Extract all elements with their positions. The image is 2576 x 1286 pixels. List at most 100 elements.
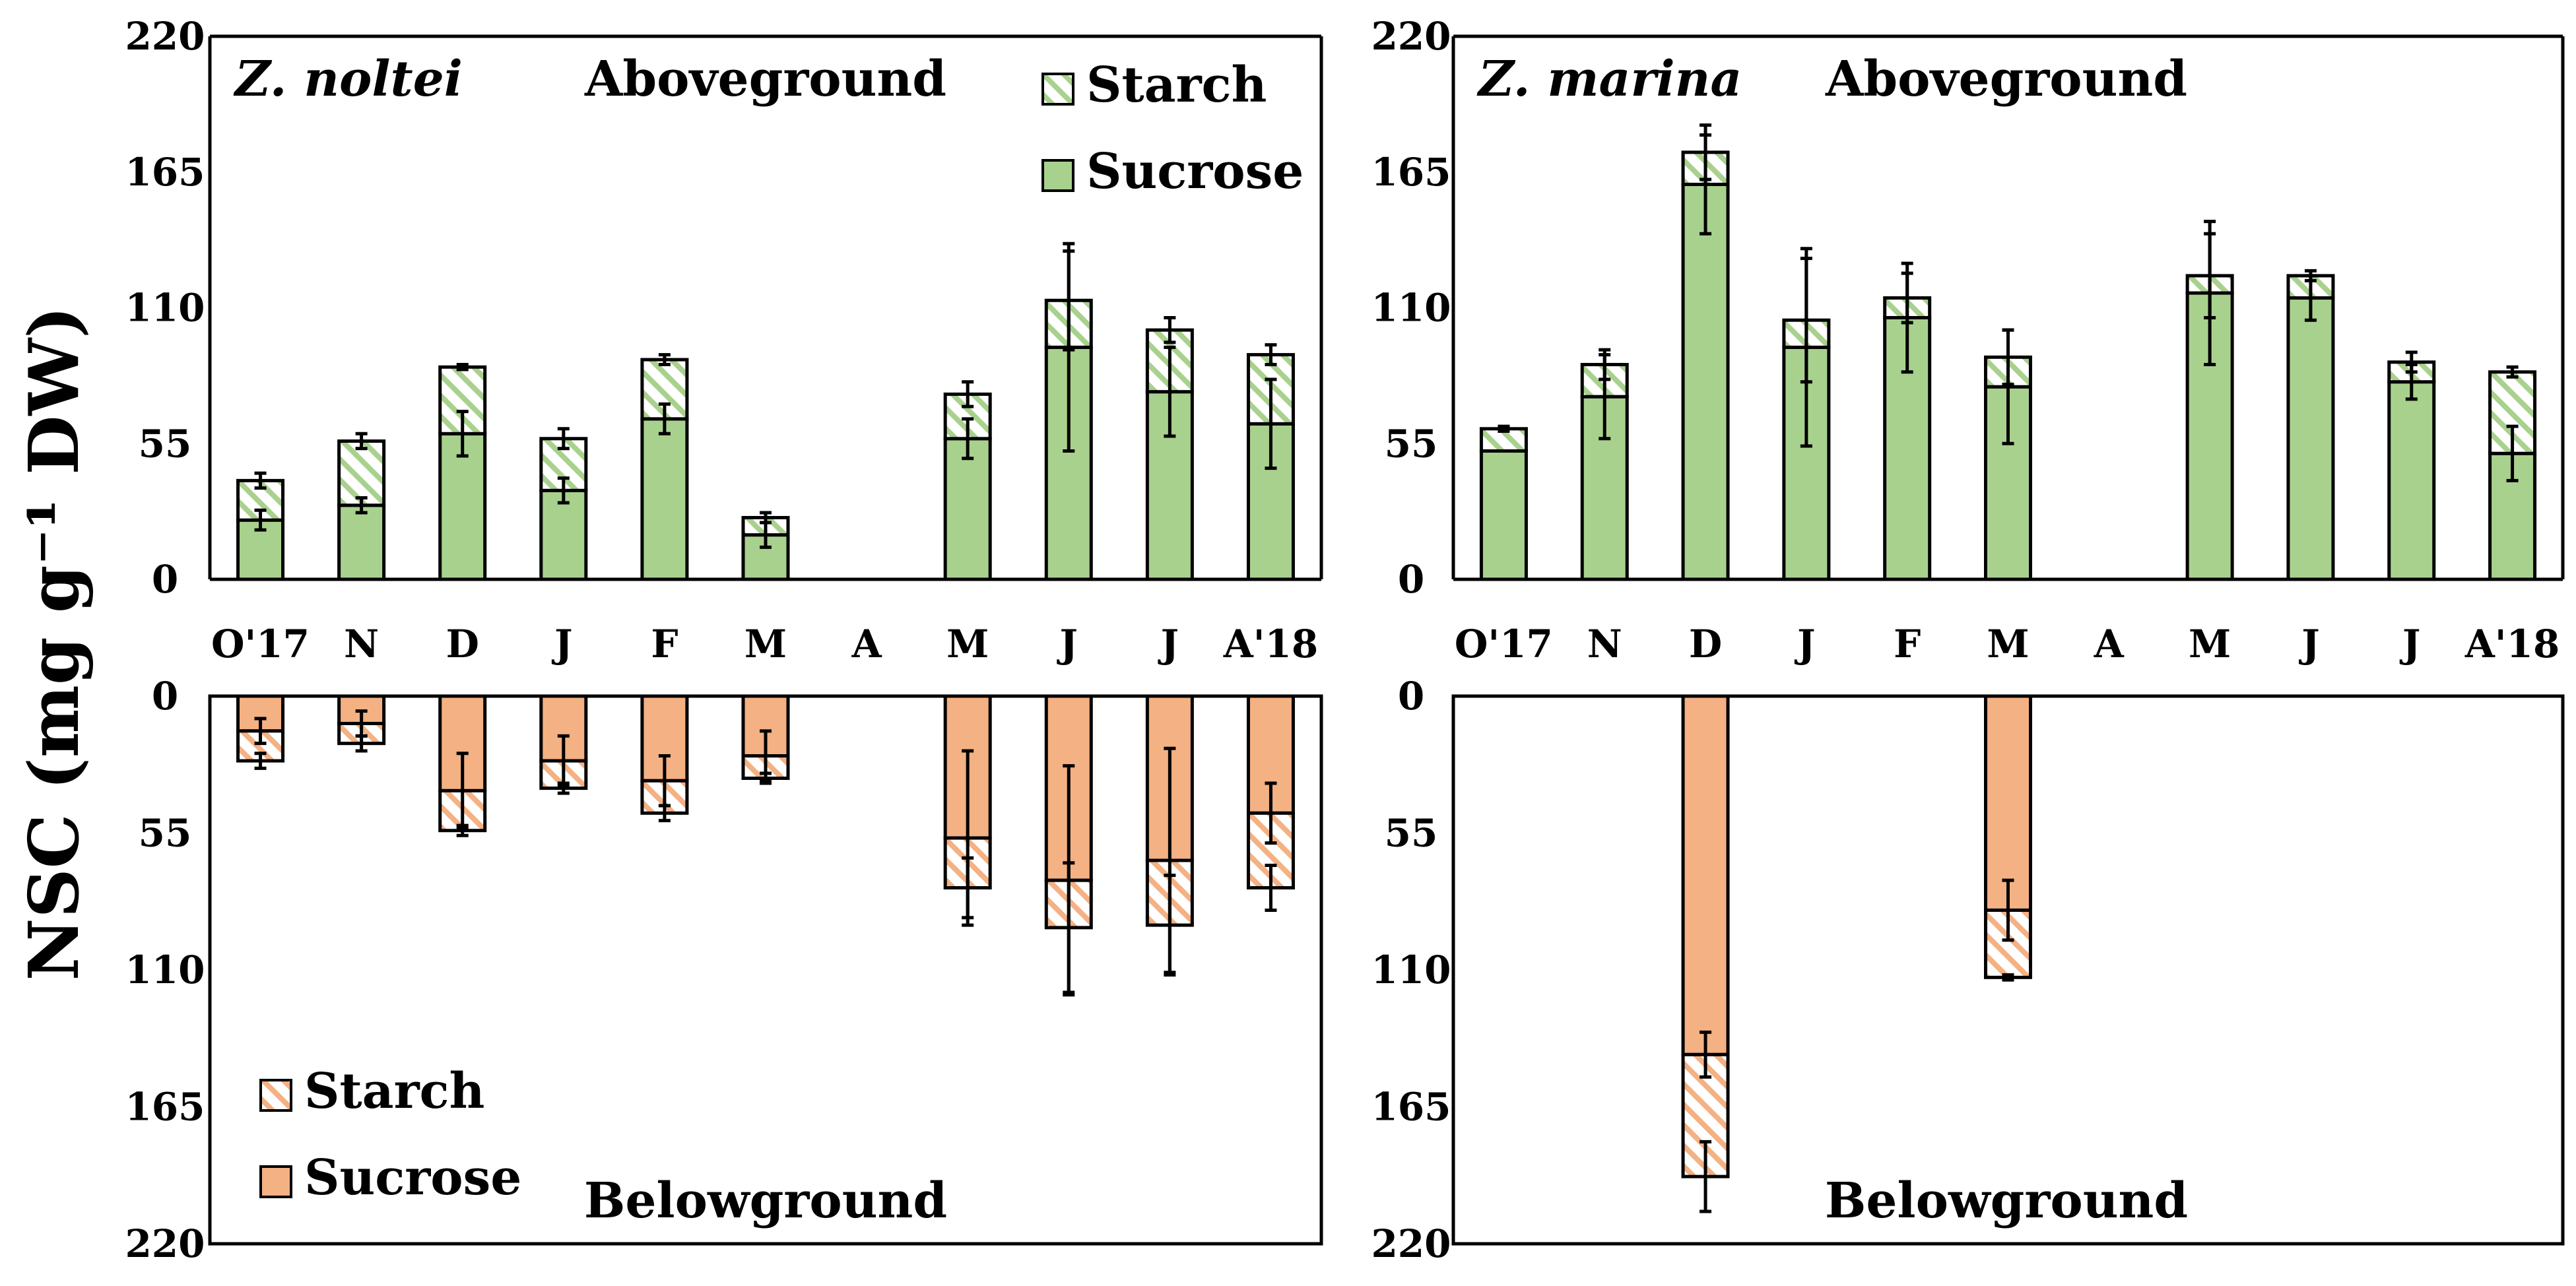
error-bar-starch xyxy=(2204,232,2216,319)
bar-sucrose xyxy=(1984,694,2032,912)
x-tick-label: F xyxy=(1894,622,1921,666)
bar-sucrose xyxy=(337,503,386,581)
error-bar-starch xyxy=(658,353,671,367)
x-tick-label: M xyxy=(744,622,787,666)
error-bar-sucrose xyxy=(2002,878,2014,942)
species-label: Z. marina xyxy=(1476,51,1742,108)
legend-below-sucrose-swatch xyxy=(259,1165,292,1198)
bar-sucrose xyxy=(1782,345,1831,581)
error-bar-starch xyxy=(2002,328,2014,386)
error-bar-starch xyxy=(962,380,974,408)
panels: 0 55 110 165 220 Z. noltei Aboveground 0 55 110 16… xyxy=(125,14,2565,1266)
y-tick-label: 165 xyxy=(125,150,205,195)
bar-group-F xyxy=(640,353,689,581)
panel-title: Aboveground xyxy=(1825,51,2187,108)
legend-above-sucrose: Sucrose xyxy=(1041,143,1304,200)
bar-group-D xyxy=(1681,123,1730,581)
x-tick-label: A xyxy=(2094,622,2125,666)
panel-title: Belowground xyxy=(1825,1173,2188,1229)
bar-group-N xyxy=(337,694,386,753)
month-axis-labels: O'17 N D J F M A M J J A'18 O'17 N D J F M A M J J A'18 xyxy=(211,622,2559,666)
bar-group-J xyxy=(2286,269,2335,581)
legends: Starch Sucrose Starch Sucrose xyxy=(259,57,1304,1206)
y-tick-label: 55 xyxy=(139,811,192,856)
x-tick-label: J xyxy=(2399,622,2420,666)
panel-title: Aboveground xyxy=(584,51,946,108)
error-bar-sucrose xyxy=(658,402,671,435)
x-tick-label: O'17 xyxy=(1455,622,1553,666)
error-bar-starch xyxy=(1599,348,1611,381)
bar-sucrose xyxy=(1479,449,1528,581)
y-tick-label: 0 xyxy=(1398,674,1424,719)
error-bar-starch xyxy=(1063,861,1075,994)
legend-above-starch: Starch xyxy=(1041,57,1267,113)
error-bar-starch xyxy=(1265,343,1277,367)
error-bar-starch xyxy=(557,427,570,451)
bar-group-M xyxy=(1984,328,2032,581)
bar-group-J xyxy=(1782,247,1831,581)
bar-group-A'18 xyxy=(1246,694,1295,912)
panel-top-left: 0 55 110 165 220 Z. noltei Aboveground xyxy=(125,14,1323,602)
x-tick-label: N xyxy=(1587,622,1622,666)
bar-group-N xyxy=(1580,348,1629,581)
bar-group-M xyxy=(2185,220,2234,581)
legend-below-starch-swatch xyxy=(259,1079,292,1112)
error-bar-starch xyxy=(2405,350,2418,374)
bar-group-F xyxy=(640,694,689,823)
error-bar-sucrose xyxy=(254,717,267,746)
x-tick-label: J xyxy=(2298,622,2319,666)
error-bar-starch xyxy=(1700,123,1712,181)
error-bar-starch xyxy=(254,752,267,770)
bar-group-A'18 xyxy=(1246,343,1295,581)
error-bar-sucrose xyxy=(1265,377,1277,470)
legend-above-sucrose-label: Sucrose xyxy=(1086,143,1304,200)
error-bar-starch xyxy=(254,471,267,490)
error-bar-starch xyxy=(760,511,772,525)
error-bar-starch xyxy=(1164,874,1176,977)
bar-sucrose xyxy=(539,488,588,581)
y-tick-label: 0 xyxy=(1398,557,1424,602)
x-tick-label: N xyxy=(344,622,379,666)
error-bar-sucrose xyxy=(254,508,267,532)
bar-group-J xyxy=(1145,694,1194,977)
legend-above-starch-label: Starch xyxy=(1086,57,1267,113)
bar-sucrose xyxy=(2387,380,2436,581)
species-label: Z. noltei xyxy=(233,51,463,108)
panel-top-right: 0 55 110 165 220 Z. marina Aboveground xyxy=(1371,14,2565,602)
y-tick-label: 165 xyxy=(1371,150,1451,195)
x-tick-label: M xyxy=(2189,622,2231,666)
x-tick-label: J xyxy=(1794,622,1815,666)
error-bar-starch xyxy=(658,804,671,823)
legend-above-sucrose-swatch xyxy=(1041,159,1074,192)
error-bar-sucrose xyxy=(962,417,974,461)
error-bar-starch xyxy=(962,856,974,920)
error-bar-starch xyxy=(1164,315,1176,344)
bar-sucrose xyxy=(1681,694,1730,1056)
x-tick-label: A'18 xyxy=(1223,622,1318,666)
bar-group-O'17 xyxy=(236,694,285,770)
y-tick-label: 110 xyxy=(125,948,205,992)
error-bar-starch xyxy=(456,823,469,837)
x-tick-label: M xyxy=(946,622,989,666)
error-bar-starch xyxy=(355,734,368,753)
error-bar-starch xyxy=(2002,973,2014,982)
bar-group-D xyxy=(438,694,487,837)
x-tick-label: M xyxy=(1987,622,2029,666)
legend-above-starch-swatch xyxy=(1041,73,1074,106)
error-bar-sucrose xyxy=(456,410,469,458)
error-bar-starch xyxy=(1800,257,1812,384)
bar-group-J xyxy=(539,427,588,581)
bar-group-A'18 xyxy=(2488,365,2537,581)
error-bar-starch xyxy=(1498,424,1510,434)
y-tick-label: 110 xyxy=(1371,948,1451,992)
y-tick-label: 55 xyxy=(1385,421,1438,466)
bar-group-J xyxy=(2387,350,2436,581)
bar-sucrose xyxy=(943,437,992,581)
error-bar-starch xyxy=(557,781,570,795)
error-bar-sucrose xyxy=(355,496,368,515)
error-bar-sucrose xyxy=(1265,781,1277,845)
x-tick-label: D xyxy=(1689,622,1722,666)
y-tick-label: 220 xyxy=(1371,14,1451,59)
y-tick-label: 165 xyxy=(125,1085,205,1130)
